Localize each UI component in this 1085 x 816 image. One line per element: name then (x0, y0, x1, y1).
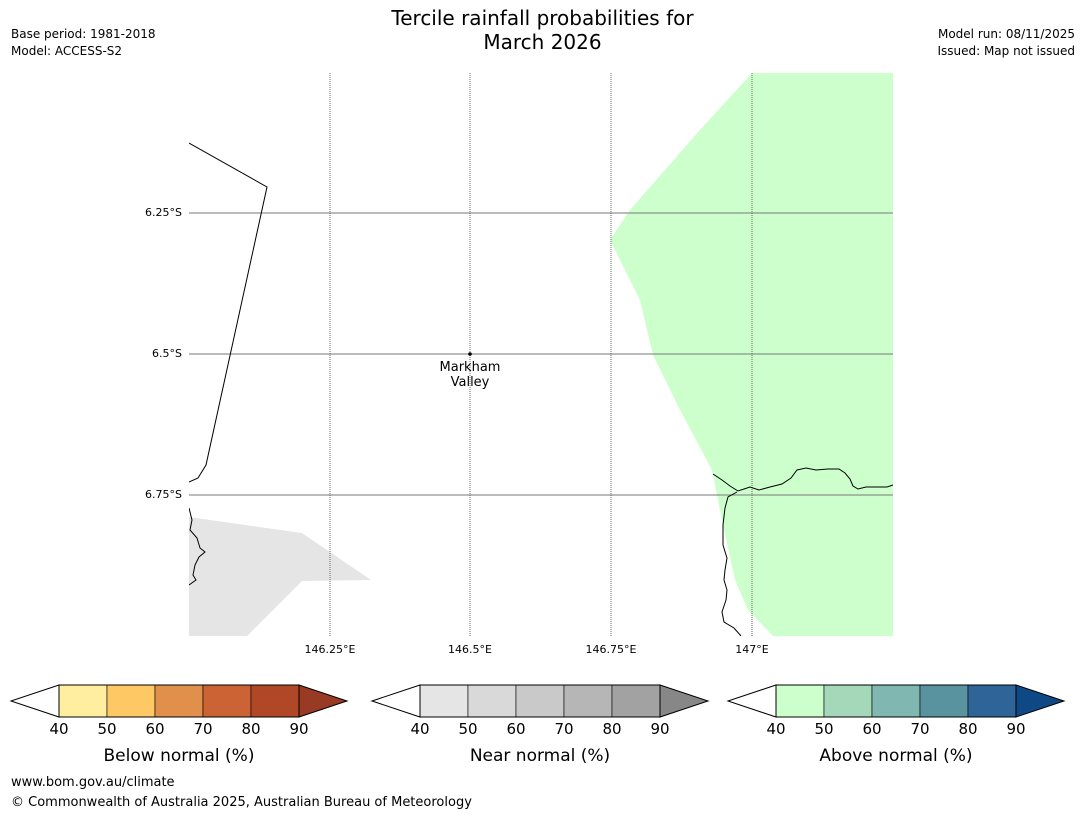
colorbar-tick-label: 70 (910, 720, 929, 738)
colorbar-segment (823, 684, 873, 718)
colorbar-near-normal: 40 50 60 70 80 90 Near normal (%) (370, 684, 710, 766)
colorbar-tick-label: 50 (97, 720, 116, 738)
meta-left: Base period: 1981-2018 Model: ACCESS-S2 (11, 26, 156, 60)
colorbar-tick-label: 80 (958, 720, 977, 738)
colorbar-segment (250, 684, 300, 718)
colorbar-tick-label: 50 (814, 720, 833, 738)
colorbar-segment (419, 684, 469, 718)
colorbar-right-extend (298, 684, 349, 718)
place-label-markham-valley: Markham Valley (440, 360, 501, 390)
colorbar-below-normal: 40 50 60 70 80 90 Below normal (%) (9, 684, 349, 766)
colorbar-outline (419, 684, 661, 718)
colorbar-outline (58, 684, 300, 718)
lon-label-146.5e: 146.5°E (448, 643, 492, 656)
colorbar-right-extend (1015, 684, 1066, 718)
meta-right: Model run: 08/11/2025 Issued: Map not is… (937, 26, 1075, 60)
colorbar-label: Above normal (%) (819, 746, 972, 766)
markham-valley-marker (468, 352, 472, 356)
colorbar-tick-label: 40 (766, 720, 785, 738)
footer-url: www.bom.gov.au/climate (11, 775, 175, 790)
colorbar-segment (515, 684, 565, 718)
colorbar-outline (775, 684, 1017, 718)
colorbar-tick-label: 60 (506, 720, 525, 738)
colorbar-tick-label: 90 (1006, 720, 1025, 738)
colorbar-tick-label: 80 (241, 720, 260, 738)
colorbar-segment (106, 684, 156, 718)
colorbar-tick-label: 70 (554, 720, 573, 738)
colorbar-left-extend (370, 684, 421, 718)
graticule (189, 73, 893, 636)
colorbar-segment (467, 684, 517, 718)
colorbar-left-extend (9, 684, 60, 718)
colorbar-segment (871, 684, 921, 718)
colorbar-label: Near normal (%) (470, 746, 610, 766)
colorbar-tick-label: 70 (193, 720, 212, 738)
issued-status: Issued: Map not issued (937, 44, 1075, 58)
lat-label-6.75s: 6.75°S (145, 488, 182, 501)
model-name: Model: ACCESS-S2 (11, 44, 123, 58)
lon-label-146.75e: 146.75°E (585, 643, 637, 656)
colorbar-segment (919, 684, 969, 718)
lat-label-6.25s: 6.25°S (145, 206, 182, 219)
colorbar-segment (611, 684, 661, 718)
colorbar-label: Below normal (%) (104, 746, 255, 766)
colorbar-segment (58, 684, 108, 718)
place-name-line-1: Markham (439, 360, 501, 375)
map-title: Tercile rainfall probabilities for March… (0, 6, 1085, 54)
colorbar-left-extend (726, 684, 777, 718)
lon-label-146.25e: 146.25°E (304, 643, 356, 656)
colorbar-tick-label: 40 (410, 720, 429, 738)
colorbar-tick-label: 90 (289, 720, 308, 738)
colorbar-legends: 40 50 60 70 80 90 Below normal (%) 40 50 60 70 80 90… (9, 684, 1066, 766)
base-period: Base period: 1981-2018 (11, 27, 156, 41)
colorbar-tick-label: 80 (602, 720, 621, 738)
title-line-2: March 2026 (483, 30, 602, 54)
coastline (189, 142, 893, 636)
colorbar-segment (967, 684, 1017, 718)
colorbar-tick-label: 50 (458, 720, 477, 738)
title-line-1: Tercile rainfall probabilities for (391, 6, 694, 30)
lon-label-147e: 147°E (735, 643, 769, 656)
lat-label-6.5s: 6.5°S (152, 347, 182, 360)
colorbar-tick-label: 60 (862, 720, 881, 738)
near-normal-region (189, 517, 371, 636)
colorbar-right-extend (659, 684, 710, 718)
place-name-line-2: Valley (450, 375, 490, 390)
colorbar-tick-label: 60 (145, 720, 164, 738)
colorbar-segment (202, 684, 252, 718)
footer-copyright: © Commonwealth of Australia 2025, Austra… (11, 795, 472, 810)
colorbar-segment (154, 684, 204, 718)
model-run: Model run: 08/11/2025 (937, 27, 1075, 41)
colorbar-segment (775, 684, 825, 718)
colorbar-above-normal: 40 50 60 70 80 90 Above normal (%) (726, 684, 1066, 766)
colorbar-tick-label: 90 (650, 720, 669, 738)
colorbar-tick-label: 40 (49, 720, 68, 738)
colorbar-segment (563, 684, 613, 718)
